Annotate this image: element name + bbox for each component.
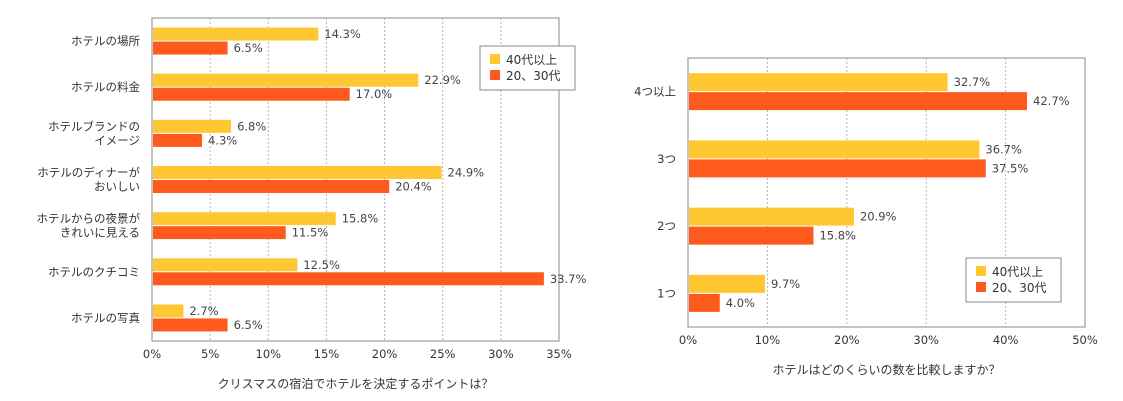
bar-age20s30s — [153, 272, 544, 286]
bar-age20s30s — [153, 226, 286, 240]
value-label: 9.7% — [771, 277, 800, 291]
value-label: 37.5% — [992, 161, 1029, 175]
legend-box — [965, 257, 1062, 303]
value-label: 6.5% — [234, 41, 263, 55]
bar-age40plus — [689, 140, 980, 159]
bar-age40plus — [153, 258, 298, 272]
legend-swatch — [490, 54, 500, 64]
value-label: 36.7% — [985, 142, 1022, 156]
value-label: 15.8% — [819, 229, 856, 243]
legend-swatch — [490, 70, 500, 80]
bar-age40plus — [153, 212, 336, 226]
bar-age40plus — [689, 274, 766, 293]
value-label: 33.7% — [550, 272, 587, 286]
x-tick-label: 20% — [372, 347, 398, 361]
value-label: 24.9% — [448, 166, 485, 180]
x-tick-label: 40% — [993, 333, 1019, 347]
bar-age40plus — [153, 304, 184, 318]
legend-label: 20、30代 — [506, 69, 561, 83]
value-label: 15.8% — [342, 212, 379, 226]
x-tick-label: 0% — [143, 347, 161, 361]
value-label: 4.3% — [208, 133, 237, 147]
bar-age20s30s — [153, 133, 203, 147]
category-label: ホテルからの夜景が — [37, 212, 141, 226]
legend-swatch — [976, 282, 986, 292]
category-label: きれいに見える — [60, 226, 140, 240]
value-label: 12.5% — [303, 258, 340, 272]
category-label: 2つ — [657, 219, 676, 233]
category-label: ホテルの料金 — [71, 80, 140, 94]
x-tick-label: 5% — [201, 347, 219, 361]
value-label: 14.3% — [324, 27, 361, 41]
category-label: 4つ以上 — [634, 85, 676, 99]
value-label: 42.7% — [1033, 94, 1070, 108]
bar-age40plus — [153, 27, 319, 41]
x-tick-label: 50% — [1072, 333, 1098, 347]
bar-age20s30s — [689, 226, 814, 245]
category-label: ホテルの写真 — [71, 311, 140, 325]
category-label: ホテルの場所 — [71, 34, 140, 48]
x-tick-label: 10% — [755, 333, 781, 347]
x-axis-label: クリスマスの宿泊でホテルを決定するポイントは？ — [218, 376, 494, 391]
value-label: 32.7% — [954, 75, 991, 89]
x-axis-label: ホテルはどのくらいの数を比較しますか？ — [772, 362, 1000, 377]
value-label: 6.5% — [234, 318, 263, 332]
x-tick-label: 35% — [546, 347, 572, 361]
x-tick-label: 15% — [314, 347, 340, 361]
bar-age40plus — [153, 73, 419, 87]
chart-hotel-decision-points: 0% 5% 10% 15% 20% 25% 30% 35% クリスマスの宿泊でホテルを決定するポ… — [37, 17, 587, 391]
value-label: 20.9% — [860, 210, 897, 224]
bar-age40plus — [689, 73, 948, 92]
bar-age20s30s — [153, 318, 228, 332]
category-label: イメージ — [94, 133, 140, 147]
x-tick-label: 30% — [913, 333, 939, 347]
x-tick-label: 25% — [430, 347, 456, 361]
value-label: 4.0% — [726, 296, 755, 310]
bar-age40plus — [153, 166, 442, 179]
x-tick-label: 30% — [488, 347, 514, 361]
bar-age20s30s — [153, 180, 390, 193]
x-tick-label: 20% — [834, 333, 860, 347]
chart-hotels-compared: 0% 10% 20% 30% 40% 50% ホテルはどのくらいの数を比較しますか？ 4つ以上… — [634, 57, 1098, 377]
category-label: ホテルのクチコミ — [48, 265, 140, 279]
legend-label: 40代以上 — [992, 265, 1043, 279]
value-label: 20.4% — [395, 180, 432, 194]
category-label: おいしい — [94, 180, 140, 194]
value-label: 2.7% — [189, 304, 218, 318]
bar-age20s30s — [689, 92, 1028, 111]
bar-age40plus — [153, 119, 232, 133]
legend-label: 20、30代 — [992, 281, 1047, 295]
x-tick-label: 0% — [679, 333, 697, 347]
value-label: 17.0% — [356, 87, 393, 101]
category-label: ホテルのディナーが — [37, 166, 140, 180]
value-label: 6.8% — [237, 119, 266, 133]
legend-box — [479, 45, 576, 91]
legend-label: 40代以上 — [506, 53, 557, 67]
category-label: ホテルブランドの — [48, 119, 140, 133]
category-label: 3つ — [657, 152, 676, 166]
bar-age20s30s — [689, 159, 986, 178]
value-label: 11.5% — [292, 226, 329, 240]
bar-age40plus — [689, 207, 854, 226]
category-label: 1つ — [657, 286, 676, 300]
bar-age20s30s — [689, 293, 720, 312]
bar-age20s30s — [153, 87, 350, 101]
value-label: 22.9% — [424, 73, 461, 87]
legend-swatch — [976, 266, 986, 276]
bar-age20s30s — [153, 41, 228, 55]
x-tick-label: 10% — [256, 347, 282, 361]
